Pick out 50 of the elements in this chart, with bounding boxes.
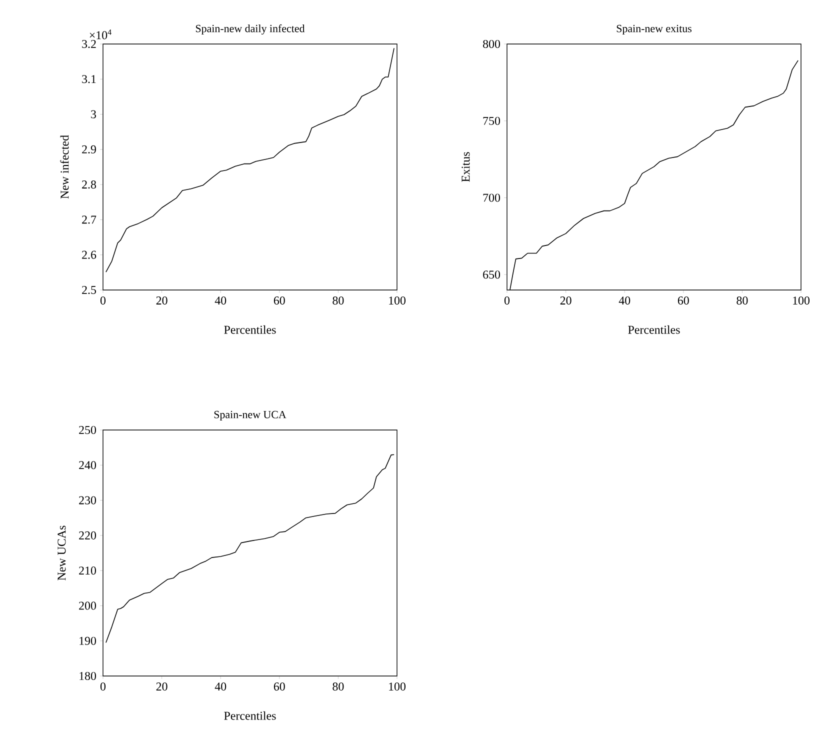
y-tick-label: 800 (483, 40, 500, 48)
x-tick-label: 20 (560, 296, 572, 305)
x-tick-label: 40 (214, 296, 226, 305)
y-tick-label: 250 (79, 426, 96, 434)
y-tick-label: 2.8 (82, 180, 96, 189)
y-tick-label: 750 (483, 116, 500, 125)
y-tick-label: 220 (79, 531, 96, 540)
x-axis-title: Percentiles (224, 711, 276, 720)
line-series (106, 48, 394, 272)
x-tick-label: 20 (156, 296, 168, 305)
y-tick-label: 3.2 (82, 40, 96, 48)
y-tick-label: 2.7 (82, 216, 96, 224)
y-axis-title: New infected (60, 135, 69, 199)
x-tick-label: 80 (736, 296, 748, 305)
chart-title: Spain-new exitus (616, 24, 692, 34)
x-tick-label: 20 (156, 682, 168, 691)
x-tick-label: 100 (793, 296, 810, 305)
y-tick-label: 180 (80, 672, 96, 680)
x-tick-label: 60 (274, 296, 285, 305)
y-tick-label: 240 (79, 461, 96, 470)
x-tick-label: 60 (678, 296, 689, 305)
x-axis-title: Percentiles (628, 325, 680, 334)
y-tick-label: 3.1 (82, 75, 96, 84)
x-tick-label: 40 (618, 296, 630, 305)
x-tick-label: 60 (274, 682, 285, 691)
y-tick-label: 650 (483, 270, 500, 279)
x-tick-label: 80 (332, 682, 344, 691)
y-tick-label: 190 (80, 636, 96, 645)
x-tick-label: 0 (504, 296, 510, 305)
x-tick-label: 100 (389, 682, 406, 691)
y-tick-label: 210 (79, 566, 96, 575)
y-tick-label: 230 (79, 496, 96, 504)
y-axis-title: New UCAs (58, 526, 66, 580)
y-tick-label: 3 (91, 110, 96, 118)
y-tick-label: 700 (483, 194, 500, 202)
chart-title: Spain-new UCA (214, 410, 286, 420)
y-tick-label: 2.5 (82, 286, 96, 294)
y-tick-label: 2.6 (82, 250, 96, 259)
x-tick-label: 0 (100, 682, 106, 691)
line-series (106, 454, 394, 644)
y-tick-label: 200 (79, 602, 96, 610)
x-tick-label: 100 (389, 296, 406, 305)
x-axis-title: Percentiles (224, 325, 276, 334)
x-tick-label: 80 (332, 296, 344, 305)
x-tick-label: 40 (214, 682, 226, 691)
y-tick-label: 2.9 (82, 145, 96, 154)
y-axis-title: Exitus (462, 152, 470, 182)
chart-title: Spain-new daily infected (196, 24, 305, 34)
x-tick-label: 0 (100, 296, 106, 305)
text: ×10$^{4}$ (90, 30, 112, 40)
